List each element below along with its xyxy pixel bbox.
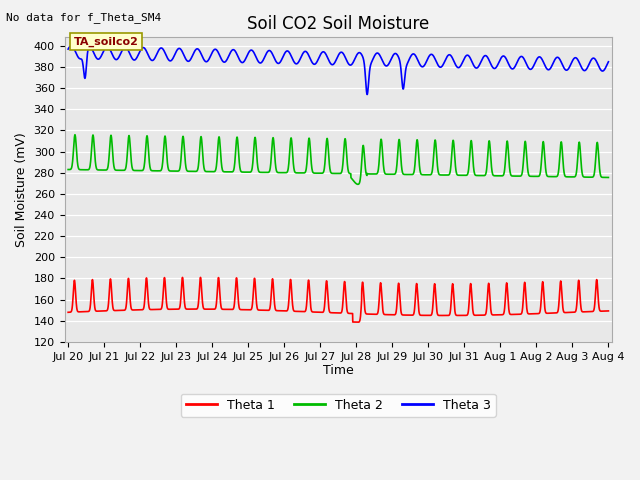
- Theta 2: [126, 140, 134, 145]
- Theta 2: [295, 170, 303, 176]
- Theta 1: [536, 309, 544, 314]
- Theta 1: [295, 309, 303, 314]
- Y-axis label: Soil Moisture (mV): Soil Moisture (mV): [15, 132, 28, 247]
- Theta 2: [595, 146, 602, 152]
- Theta 3: [295, 59, 303, 64]
- Title: Soil CO2 Soil Moisture: Soil CO2 Soil Moisture: [247, 15, 429, 33]
- Legend: Theta 1, Theta 2, Theta 3: Theta 1, Theta 2, Theta 3: [181, 394, 496, 417]
- Line: Theta 2: Theta 2: [68, 135, 609, 184]
- Text: TA_soilco2: TA_soilco2: [74, 37, 138, 47]
- Theta 1: [271, 307, 279, 312]
- Line: Theta 1: Theta 1: [68, 277, 609, 322]
- Theta 1: [605, 308, 612, 314]
- Theta 2: [605, 175, 612, 180]
- Theta 3: [158, 45, 166, 51]
- Theta 1: [595, 294, 602, 300]
- Theta 3: [364, 92, 371, 97]
- Theta 1: [126, 290, 134, 296]
- Theta 1: [354, 319, 362, 325]
- Theta 2: [271, 162, 279, 168]
- Theta 2: [64, 167, 72, 172]
- X-axis label: Time: Time: [323, 364, 354, 377]
- Text: No data for f_Theta_SM4: No data for f_Theta_SM4: [6, 12, 162, 23]
- Theta 3: [605, 59, 612, 65]
- Theta 1: [196, 275, 204, 280]
- Theta 1: [158, 304, 166, 310]
- Theta 3: [271, 58, 279, 63]
- Theta 2: [71, 132, 79, 138]
- Theta 3: [126, 51, 134, 57]
- Theta 3: [536, 54, 544, 60]
- Line: Theta 3: Theta 3: [68, 46, 609, 95]
- Theta 2: [354, 181, 362, 187]
- Theta 2: [158, 165, 166, 170]
- Theta 1: [64, 310, 72, 315]
- Theta 3: [595, 62, 602, 68]
- Theta 3: [64, 46, 72, 52]
- Theta 2: [536, 171, 544, 177]
- Theta 3: [67, 43, 75, 49]
